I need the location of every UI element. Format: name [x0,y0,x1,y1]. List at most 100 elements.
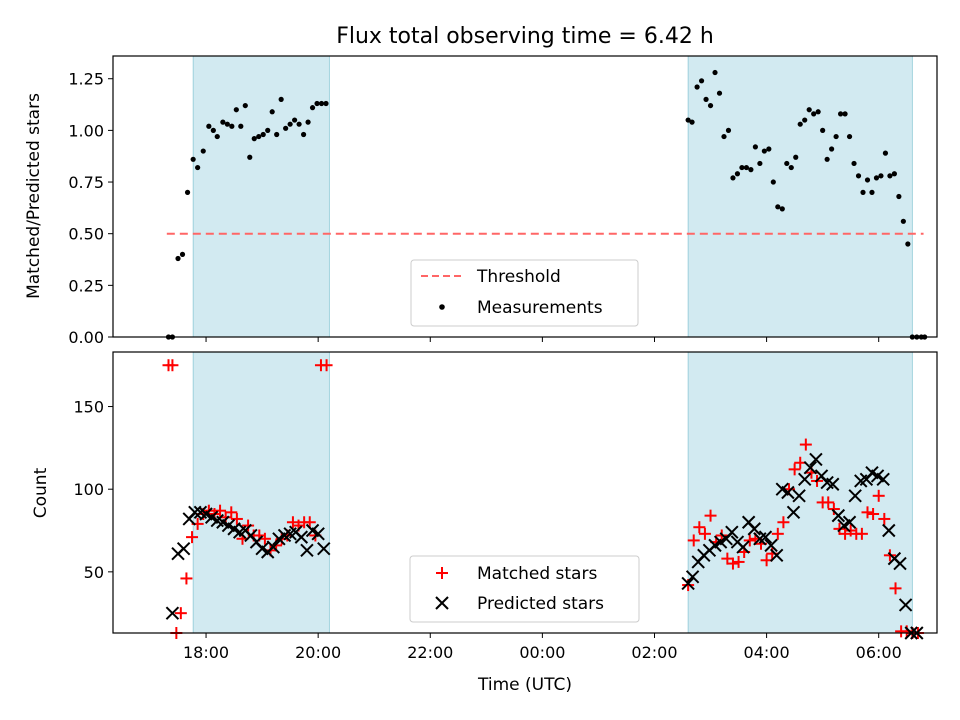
measurement-point [793,154,799,160]
matched-star-point [214,504,227,517]
measurement-point [739,164,745,171]
measurement-point [694,84,700,90]
measurement-point [685,117,691,123]
x-tick-label: 18:00 [183,643,229,662]
matched-star-point [861,506,874,519]
top-y-ticks: 0.00 0.25 0.50 0.75 1.00 1.25 [68,70,113,347]
measurement-point [855,173,862,179]
measurement-point [224,121,230,127]
predicted-star-point [786,505,801,520]
measurement-point [811,111,817,117]
measurement-point [900,218,906,224]
measurement-point [698,78,705,84]
predicted-star-point [300,543,314,558]
matched-star-point [320,359,333,372]
measurement-point [274,131,280,138]
x-tick-label: 20:00 [295,643,341,662]
measurement-point [260,131,266,138]
bottom-legend: Matched stars Predicted stars [409,555,640,623]
measurement-point [689,119,695,125]
measurement-point [882,150,889,156]
y-tick-label: 50 [84,563,104,582]
measurement-point [775,204,781,210]
measurement-point [860,189,866,195]
predicted-star-point [842,515,857,529]
predicted-star-point [848,489,862,503]
measurement-point [815,109,821,115]
measurement-point [206,123,212,129]
matched-star-point [242,519,255,532]
measurement-point [707,102,714,109]
measurement-point [716,90,723,96]
matched-star-point [799,438,812,451]
measurement-point [220,119,226,125]
measurement-point [725,127,732,133]
measurement-point [238,123,244,129]
x-tick-label: 04:00 [744,643,790,662]
measurement-point [824,156,830,162]
matched-star-point [867,507,880,520]
matched-star-point [303,516,316,529]
predicted-star-point [882,523,896,538]
measurement-point [833,133,839,140]
predicted-star-point [176,541,191,556]
matched-star-point [180,572,193,585]
predicted-star-point [736,540,750,554]
predicted-star-point [803,460,818,475]
matched-star-point [889,582,902,595]
x-tick-label: 00:00 [519,643,565,662]
measurement-point [229,123,235,129]
matched-star-point [698,527,711,540]
measurement-point [287,121,293,127]
matched-star-point [732,555,745,568]
y-tick-label: 1.00 [68,121,104,140]
legend-matched-swatch [436,567,448,579]
measurement-point [278,96,284,102]
measurement-point [878,173,884,179]
x-axis-label: Time (UTC) [477,675,572,695]
measurement-point [869,189,875,195]
predicted-star-point [831,508,846,523]
measurement-point [175,255,181,262]
y-tick-label: 100 [73,480,104,499]
matched-star-point [225,506,238,519]
matched-star-point [174,607,187,620]
top-shaded-intervals [192,55,913,338]
measurement-point [730,175,736,181]
measurement-point [784,160,790,167]
measurement-point [806,107,812,113]
matched-star-point [872,489,885,502]
measurement-point [802,117,808,123]
legend-predicted-swatch [435,596,449,610]
matched-star-point [687,534,700,547]
y-tick-label: 0.00 [68,328,104,347]
predicted-star-point [826,477,840,491]
bottom-x-ticks: 18:00 20:00 22:00 00:00 02:00 04:00 06:00 [183,633,902,662]
measurement-point [770,179,776,185]
matched-star-point [186,531,199,544]
measurement-point [200,148,206,154]
measurement-point [190,156,196,162]
predicted-star-point [792,489,806,503]
legend-threshold-label: Threshold [476,267,561,287]
predicted-star-point [311,527,325,541]
legend-measurements-swatch [439,304,445,310]
y-tick-label: 0.75 [68,173,104,192]
top-axes-frame [112,55,938,338]
predicted-star-point [725,525,739,539]
measurement-point [905,241,911,247]
shaded-interval [687,55,913,338]
matched-star-point [788,463,801,476]
shaded-interval [192,55,330,338]
predicted-star-point [681,576,695,591]
top-x-ticks [205,337,880,342]
matched-star-point [777,516,790,529]
predicted-star-point [747,522,761,536]
y-tick-label: 150 [73,398,104,417]
predicted-star-point [317,541,331,556]
measurement-point [887,173,893,179]
measurement-point [864,177,871,183]
x-tick-label: 06:00 [856,643,902,662]
predicted-star-point [685,570,700,584]
measurement-point [788,164,794,171]
